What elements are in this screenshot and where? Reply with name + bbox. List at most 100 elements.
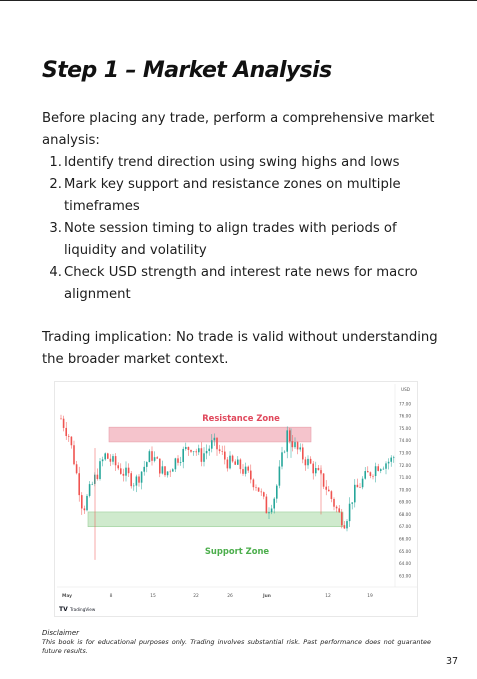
candle — [96, 468, 99, 481]
candle — [205, 444, 208, 460]
candle — [75, 460, 78, 475]
y-tick-label: 70.00 — [399, 487, 411, 492]
candle — [107, 452, 109, 460]
list-text: Note session timing to align trades with… — [64, 221, 397, 258]
candle — [268, 507, 270, 520]
y-tick-label: 66.00 — [399, 536, 411, 541]
candle — [239, 458, 242, 474]
candle — [234, 459, 236, 465]
intro-paragraph: Before placing any trade, perform a comp… — [42, 111, 435, 148]
candle — [372, 474, 374, 480]
candle — [250, 464, 252, 484]
candle — [283, 450, 286, 454]
candle — [382, 466, 385, 470]
y-tick-label: 76.00 — [399, 414, 411, 419]
candle — [315, 461, 317, 477]
candle — [117, 462, 119, 471]
candle — [114, 453, 117, 471]
candle — [104, 452, 106, 461]
y-tick-label: 68.00 — [399, 512, 411, 517]
candle — [122, 468, 125, 482]
tradingview-logo: TV TradingView — [59, 606, 96, 613]
support-zone-label: Support Zone — [205, 546, 270, 556]
candle — [359, 483, 361, 488]
candle — [83, 505, 86, 514]
candle — [328, 486, 330, 492]
candle — [325, 480, 327, 496]
x-tick-label: 26 — [227, 593, 233, 599]
candle — [385, 461, 387, 475]
list-item: 4. Check USD strength and interest rate n… — [42, 262, 442, 306]
candle — [369, 471, 372, 479]
y-tick-label: 67.00 — [399, 524, 411, 529]
candle — [218, 444, 221, 454]
candle — [78, 466, 80, 502]
disclaimer-title: Disclaimer — [42, 629, 80, 637]
candle — [224, 445, 226, 465]
candle — [81, 492, 83, 515]
list-text: Mark key support and resistance zones on… — [64, 177, 401, 214]
candle — [289, 427, 291, 444]
candle — [208, 445, 210, 456]
candle — [242, 464, 244, 476]
candle — [307, 455, 309, 469]
candle — [187, 446, 190, 456]
candle — [159, 458, 161, 478]
candle — [138, 474, 140, 487]
candle — [109, 454, 112, 467]
x-tick-label: 15 — [150, 593, 156, 599]
y-tick-label: 75.00 — [399, 426, 411, 431]
candle — [322, 473, 325, 490]
candle — [291, 434, 294, 452]
candle — [143, 460, 145, 476]
candle — [174, 457, 177, 473]
y-tick-label: 63.00 — [399, 573, 411, 578]
x-tick-label: 8 — [110, 593, 113, 599]
candle — [294, 437, 296, 450]
candle — [65, 422, 67, 440]
list-item: 1. Identify trend direction using swing h… — [42, 152, 442, 174]
candle — [182, 446, 184, 469]
candle — [387, 458, 390, 470]
candle — [260, 488, 262, 496]
candle — [148, 449, 151, 463]
resistance-zone — [108, 426, 312, 443]
list-item: 2. Mark key support and resistance zones … — [42, 174, 442, 218]
list-number: 4. — [49, 265, 62, 280]
y-tick-label: 72.00 — [399, 463, 411, 468]
candle — [257, 487, 260, 492]
candle — [164, 465, 166, 478]
candle — [151, 446, 153, 466]
candle — [229, 451, 231, 470]
x-tick-label: May — [62, 593, 72, 599]
y-tick-label: 64.00 — [399, 561, 411, 566]
list-number: 3. — [49, 221, 62, 236]
candle — [101, 456, 104, 467]
y-tick-label: 65.00 — [399, 549, 411, 554]
candle — [255, 484, 257, 491]
candle — [354, 479, 356, 508]
candle — [226, 457, 229, 472]
candle — [88, 481, 91, 498]
page-number: 37 — [446, 656, 459, 667]
candle — [330, 490, 333, 503]
y-tick-label: 77.00 — [399, 401, 411, 406]
tradingview-logo-mark: TV — [59, 606, 68, 613]
candle — [265, 493, 268, 514]
candle — [177, 455, 179, 466]
candle — [112, 453, 114, 465]
candle — [135, 474, 138, 493]
candle — [390, 455, 392, 467]
y-tick-label: 73.00 — [399, 450, 411, 455]
x-tick-label: 12 — [325, 593, 331, 599]
y-tick-label: 74.00 — [399, 438, 411, 443]
candle — [213, 433, 216, 446]
disclaimer-text: This book is for educational purposes on… — [42, 638, 431, 655]
candle — [244, 462, 247, 477]
chart-svg: Resistance Zone Support Zone USD 77.00 76.0… — [57, 384, 417, 613]
list-number: 1. — [49, 155, 62, 170]
y-tick-label: 71.00 — [399, 475, 411, 480]
candle — [380, 468, 382, 474]
steps-list: 1. Identify trend direction using swing h… — [42, 152, 442, 306]
candle — [302, 443, 304, 464]
